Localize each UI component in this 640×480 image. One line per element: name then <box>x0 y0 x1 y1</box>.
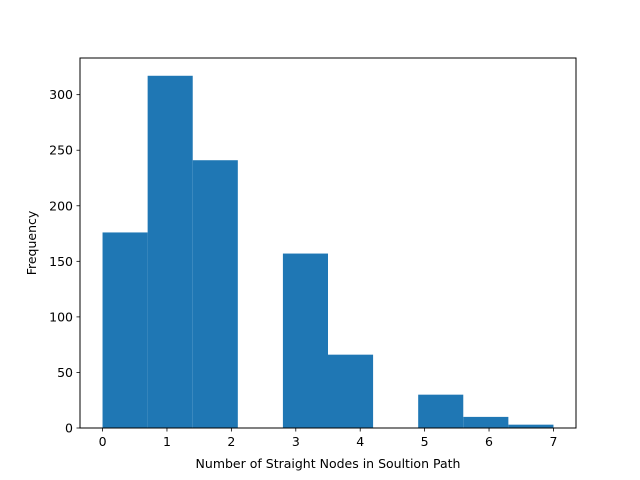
x-tick-label: 5 <box>421 434 429 449</box>
y-tick-label: 100 <box>49 309 73 324</box>
histogram-bar <box>102 232 148 428</box>
x-tick-label: 4 <box>356 434 364 449</box>
y-axis-ticks: 0 50 100 150 200 250 300 <box>49 87 80 436</box>
x-axis-ticks: 0 1 2 3 4 5 6 7 <box>99 428 557 449</box>
histogram-bar <box>282 253 328 428</box>
histogram-bar <box>328 354 374 428</box>
x-tick-label: 3 <box>292 434 300 449</box>
histogram-bar <box>508 424 554 428</box>
histogram-bars <box>102 75 554 429</box>
y-tick-label: 50 <box>57 365 73 380</box>
axes-frame <box>79 57 577 429</box>
y-tick-label: 0 <box>65 421 73 436</box>
y-tick-label: 250 <box>49 143 73 158</box>
histogram-bar <box>192 160 238 428</box>
x-tick-label: 1 <box>163 434 171 449</box>
x-tick-label: 0 <box>99 434 107 449</box>
histogram-bar <box>463 416 509 428</box>
histogram-bar <box>418 394 464 428</box>
x-tick-label: 2 <box>227 434 235 449</box>
y-tick-label: 150 <box>49 254 73 269</box>
y-tick-label: 200 <box>49 198 73 213</box>
x-tick-label: 7 <box>549 434 557 449</box>
y-tick-label: 300 <box>49 87 73 102</box>
y-axis-label: Frequency <box>24 210 39 275</box>
x-axis-label: Number of Straight Nodes in Soultion Pat… <box>196 456 461 471</box>
histogram-bar <box>147 75 193 429</box>
x-tick-label: 6 <box>485 434 493 449</box>
